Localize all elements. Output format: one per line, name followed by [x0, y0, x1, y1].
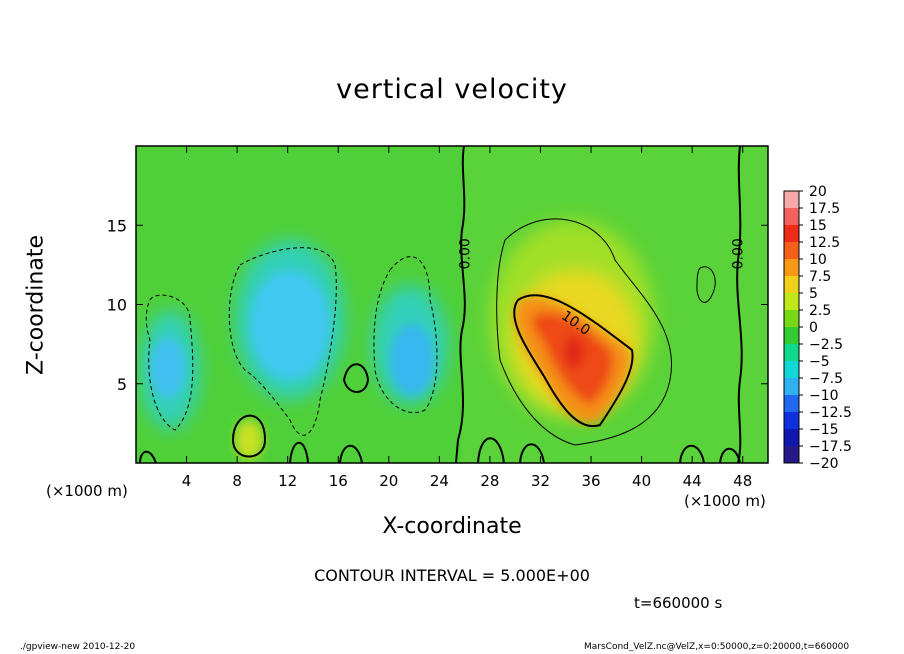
footer-file-info: MarsCond_VelZ.nc@VelZ,x=0:50000,z=0:2000… — [584, 642, 850, 652]
updraft-peak — [564, 336, 584, 368]
x-tick-label: 8 — [232, 472, 242, 490]
x-tick-label: 12 — [278, 472, 297, 490]
x-unit-label-left: (×1000 m) — [46, 482, 128, 500]
colorbar-segment — [784, 242, 799, 260]
x-axis-label: X-coordinate — [382, 514, 522, 539]
colorbar-label: 2.5 — [809, 303, 831, 319]
contour-lines — [139, 146, 743, 463]
zero-contour-right — [736, 146, 743, 463]
contour-neg-center — [228, 247, 337, 436]
colorbar-label: −2.5 — [809, 337, 843, 353]
updraft-core-region — [514, 296, 631, 424]
colorbar-segment — [784, 429, 799, 447]
colorbar-segment — [784, 310, 799, 328]
time-stamp: t=660000 s — [634, 594, 723, 612]
warm-bubble-region — [235, 420, 263, 460]
x-tick-label: 40 — [632, 472, 651, 490]
colorbar-label: −17.5 — [809, 439, 852, 455]
contour-label: 0.00 — [731, 238, 747, 269]
colorbar-segment — [784, 276, 799, 294]
ground-contour-6 — [679, 444, 705, 463]
colorbar-label: 10 — [809, 252, 827, 268]
colorbar-segment — [784, 225, 799, 243]
warm-bubble — [235, 420, 263, 460]
contour-5 — [496, 218, 672, 446]
colorbar-label: 20 — [809, 184, 827, 200]
colorbar-segment — [784, 293, 799, 311]
colorbar-segment — [784, 344, 799, 362]
contour-label: 0.00 — [458, 238, 474, 269]
contour-interval-text: CONTOUR INTERVAL = 5.000E+00 — [314, 566, 590, 585]
downdraft-right-core — [390, 324, 434, 396]
colorbar-label: 0 — [809, 320, 818, 336]
x-tick-label: 4 — [182, 472, 192, 490]
colorbar-label: −20 — [809, 456, 839, 472]
ground-contour-5 — [519, 443, 545, 463]
x-tick-label: 36 — [581, 472, 600, 490]
colorbar-label: 17.5 — [809, 201, 840, 217]
x-tick-label: 44 — [683, 472, 702, 490]
colorbar-label: 12.5 — [809, 235, 840, 251]
footer-program-info: ./gpview-new 2010-12-20 — [20, 642, 136, 652]
x-tick-label: 16 — [329, 472, 348, 490]
contour-neg-left — [145, 294, 194, 431]
colorbar-label: −15 — [809, 422, 839, 438]
colorbar-label: −5 — [809, 354, 830, 370]
colorbar-segment — [784, 259, 799, 277]
contour-small-bubble — [342, 363, 370, 393]
x-tick-label: 32 — [531, 472, 550, 490]
x-unit-label-right: (×1000 m) — [684, 492, 766, 510]
colorbar-label: 15 — [809, 218, 827, 234]
contour-neg-right — [373, 256, 438, 414]
colorbar-segment — [784, 378, 799, 396]
colorbar-segment — [784, 191, 799, 209]
colorbar-label: −10 — [809, 388, 839, 404]
contour-bubble — [231, 414, 267, 458]
x-tick-label: 20 — [379, 472, 398, 490]
x-tick-label: 28 — [480, 472, 499, 490]
downdraft-left-core — [150, 338, 186, 398]
ground-contour-3 — [339, 444, 363, 463]
ground-contour-2 — [289, 442, 309, 463]
chart-title: vertical velocity — [336, 74, 568, 105]
colorbar-label: 5 — [809, 286, 818, 302]
colorbar-segment — [784, 395, 799, 413]
ground-contour-1 — [139, 450, 157, 463]
colorbar-segment — [784, 412, 799, 430]
colorbar: 2017.51512.5107.552.50−2.5−5−7.5−10−12.5… — [783, 184, 852, 472]
colorbar-segment — [784, 361, 799, 379]
colorbar-segment — [784, 327, 799, 345]
colorbar-label: −7.5 — [809, 371, 843, 387]
ground-contour-7 — [719, 447, 741, 463]
downdraft-center-core — [250, 270, 330, 380]
zero-contour-left — [455, 146, 466, 463]
colorbar-segment — [784, 208, 799, 226]
colorbar-label: 7.5 — [809, 269, 831, 285]
colorbar-label: −12.5 — [809, 405, 852, 421]
ground-contour-4 — [477, 437, 505, 463]
downdraft-cores — [150, 270, 434, 398]
y-tick-label: 5 — [117, 375, 127, 394]
colorbar-segment — [784, 446, 799, 464]
x-tick-label: 48 — [733, 472, 752, 490]
x-tick-label: 24 — [430, 472, 449, 490]
contour-small-right — [696, 266, 716, 303]
contour-10 — [513, 294, 634, 428]
y-tick-label: 15 — [107, 216, 127, 235]
y-tick-label: 10 — [107, 296, 127, 315]
